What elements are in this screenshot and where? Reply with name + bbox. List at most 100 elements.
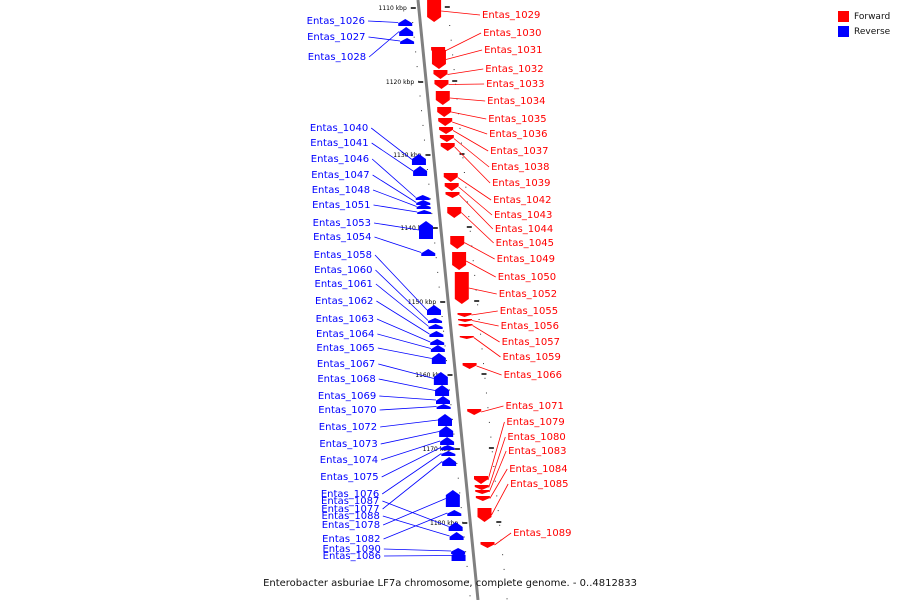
leader-line: [445, 49, 483, 60]
gene-label-entas_1055: Entas_1055: [500, 306, 558, 317]
minor-tick: [475, 289, 477, 291]
gene-arrow-entas_1064: [430, 345, 445, 352]
minor-tick: [494, 480, 496, 482]
minor-tick: [493, 466, 495, 467]
gene-arrow-entas_1085: [477, 508, 492, 522]
minor-tick: [450, 404, 452, 406]
minor-tick: [412, 22, 414, 23]
gene-arrow-entas_1087: [448, 522, 463, 531]
gene-arrow-entas_1079: [474, 476, 488, 484]
tick-label: 1130 kbp: [393, 152, 421, 159]
gene-arrow-entas_1058: [427, 305, 441, 315]
tick-label: 1160 kbp: [415, 372, 443, 379]
gene-label-entas_1061: Entas_1061: [315, 279, 373, 290]
gene-arrow-entas_1069: [436, 396, 450, 404]
minor-tick: [484, 377, 486, 379]
leader-line: [378, 363, 434, 379]
gene-label-entas_1053: Entas_1053: [313, 218, 371, 229]
minor-tick: [425, 154, 427, 156]
minor-tick: [449, 25, 451, 26]
minor-tick: [483, 363, 485, 365]
leader-line: [452, 121, 488, 135]
minor-tick: [472, 260, 474, 262]
gene-arrow-entas_1035: [437, 107, 452, 117]
gene-label-entas_1079: Entas_1079: [506, 417, 564, 428]
gene-label-entas_1032: Entas_1032: [485, 64, 543, 75]
legend-label-forward: Forward: [854, 11, 891, 22]
leader-line: [380, 431, 440, 445]
leader-line: [373, 204, 418, 213]
leader-line: [447, 68, 484, 75]
leader-line: [371, 158, 417, 198]
gene-label-entas_1074: Entas_1074: [320, 455, 378, 466]
minor-tick: [462, 157, 464, 159]
tick-label: 1150 kbp: [408, 299, 436, 306]
minor-tick: [485, 392, 487, 394]
gene-label-entas_1033: Entas_1033: [486, 79, 544, 90]
gene-label-entas_1056: Entas_1056: [501, 321, 559, 332]
leader-line: [383, 548, 452, 552]
gene-label-entas_1026: Entas_1026: [307, 16, 365, 27]
minor-tick: [490, 436, 492, 438]
leader-line: [458, 186, 493, 216]
leader-line: [449, 97, 486, 102]
minor-tick: [460, 142, 462, 144]
leader-line: [454, 146, 491, 184]
leader-line: [382, 500, 449, 527]
leader-line: [471, 310, 498, 316]
minor-tick: [431, 213, 433, 215]
minor-tick: [435, 257, 437, 259]
minor-tick: [478, 319, 480, 320]
gene-arrow-entas_1068: [435, 385, 450, 396]
leader-line: [465, 260, 496, 278]
gene-arrow-entas_1080: [474, 485, 489, 490]
gene-label-entas_1045: Entas_1045: [496, 238, 554, 249]
gene-arrow-entas_1078: [445, 490, 460, 507]
minor-tick: [477, 304, 479, 306]
minor-tick: [465, 551, 467, 553]
leader-line: [379, 406, 437, 411]
gene-arrow-entas_1062: [429, 331, 444, 337]
leader-line: [453, 138, 490, 168]
gene-arrow-entas_1029: [427, 0, 442, 22]
gene-label-entas_1037: Entas_1037: [490, 146, 548, 157]
minor-tick: [419, 95, 421, 97]
legend-item-reverse: Reverse: [838, 24, 900, 39]
minor-tick: [460, 507, 462, 509]
leader-line: [370, 127, 413, 160]
leader-line: [460, 212, 494, 244]
gene-label-entas_1070: Entas_1070: [318, 405, 376, 416]
gene-arrow-entas_1090: [451, 548, 466, 554]
gene-label-entas_1041: Entas_1041: [310, 138, 368, 149]
leader-line: [377, 333, 431, 349]
gene-label-entas_1080: Entas_1080: [507, 432, 565, 443]
gene-arrow-entas_1067: [433, 372, 448, 385]
gene-arrow-entas_1055: [457, 313, 472, 317]
leader-line: [464, 242, 495, 260]
minor-tick: [462, 521, 464, 523]
minor-tick: [443, 330, 445, 332]
gene-arrow-entas_1059: [459, 336, 474, 339]
gene-label-entas_1046: Entas_1046: [311, 154, 369, 165]
leader-line: [373, 222, 420, 231]
legend-item-forward: Forward: [838, 9, 900, 24]
gene-arrow-entas_1051: [417, 210, 432, 214]
gene-label-entas_1060: Entas_1060: [314, 265, 372, 276]
gene-arrow-entas_1045: [447, 207, 462, 218]
gene-arrow-entas_1077: [442, 457, 457, 466]
gene-arrow-entas_1031: [431, 50, 446, 69]
gene-label-entas_1042: Entas_1042: [493, 195, 551, 206]
gene-label-entas_1048: Entas_1048: [312, 185, 370, 196]
leader-line: [377, 347, 432, 359]
minor-tick: [421, 110, 423, 112]
gene-label-entas_1075: Entas_1075: [320, 472, 378, 483]
gene-label-entas_1078: Entas_1078: [322, 520, 380, 531]
minor-tick: [488, 421, 490, 423]
leader-line: [444, 32, 482, 52]
minor-tick: [499, 524, 501, 526]
minor-tick: [497, 510, 499, 512]
gene-arrow-entas_1061: [428, 324, 443, 329]
gene-arrow-entas_1071: [467, 409, 482, 415]
gene-label-entas_1035: Entas_1035: [488, 114, 546, 125]
